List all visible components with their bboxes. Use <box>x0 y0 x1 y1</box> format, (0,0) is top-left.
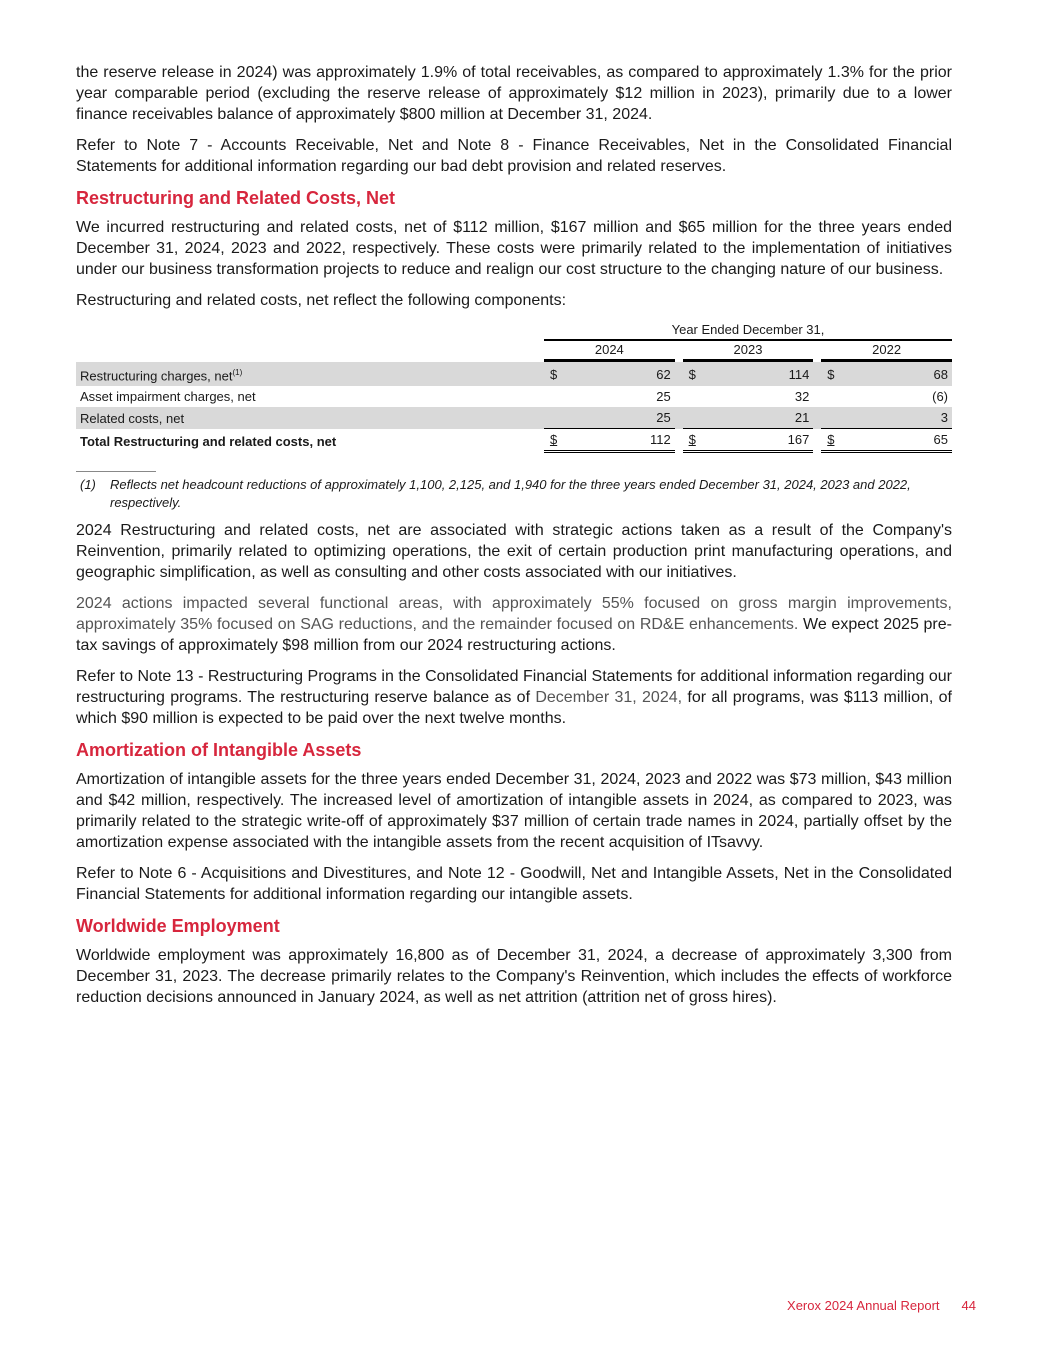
row-label: Restructuring charges, net <box>80 368 233 384</box>
section-heading: Amortization of Intangible Assets <box>76 740 362 761</box>
footnote: (1) Reflects net headcount reductions of… <box>80 477 911 511</box>
paragraph: Restructuring and related costs, net ref… <box>76 292 567 309</box>
report-title: Xerox 2024 Annual Report <box>787 1298 940 1313</box>
paragraph: the reserve release in 2024) was approxi… <box>76 64 952 123</box>
section-heading: Worldwide Employment <box>76 916 280 937</box>
period-header: Year Ended December 31, <box>543 321 952 341</box>
table-row: Restructuring charges, net(1) $ 62 $ 114… <box>76 362 952 387</box>
paragraph: Worldwide employment was approximately 1… <box>76 947 952 1007</box>
paragraph: Refer to Note 13 - Restructuring Program… <box>76 668 953 728</box>
table-row: Related costs, net 25 21 3 <box>76 407 952 430</box>
page-footer: Xerox 2024 Annual Report 44 <box>787 1298 976 1313</box>
paragraph: We incurred restructuring and related co… <box>76 219 952 278</box>
section-heading: Restructuring and Related Costs, Net <box>76 188 396 208</box>
page-number: 44 <box>961 1298 976 1313</box>
paragraph: 2024 Restructuring and related costs, ne… <box>76 522 952 582</box>
row-label: Related costs, net <box>76 407 544 430</box>
paragraph: Refer to Note 7 - Accounts Receivable, N… <box>76 137 952 175</box>
year-header: 2022 <box>821 341 952 362</box>
document-page: the reserve release in 2024) was approxi… <box>76 62 952 1018</box>
paragraph: Amortization of intangible assets for th… <box>76 771 952 852</box>
table-total-row: Total Restructuring and related costs, n… <box>76 429 952 454</box>
row-label: Asset impairment charges, net <box>80 389 256 405</box>
year-header: 2023 <box>682 341 814 362</box>
row-label: Total Restructuring and related costs, n… <box>80 433 337 449</box>
table-row: Asset impairment charges, net 25 32 (6) <box>76 386 952 407</box>
footnote-divider <box>76 471 156 473</box>
restructuring-table: Year Ended December 31, 2024 2023 2022 R… <box>76 321 952 454</box>
paragraph: Refer to Note 6 - Acquisitions and Dives… <box>76 865 952 904</box>
year-header: 2024 <box>543 341 675 362</box>
paragraph: 2024 actions impacted several functional… <box>76 595 952 655</box>
